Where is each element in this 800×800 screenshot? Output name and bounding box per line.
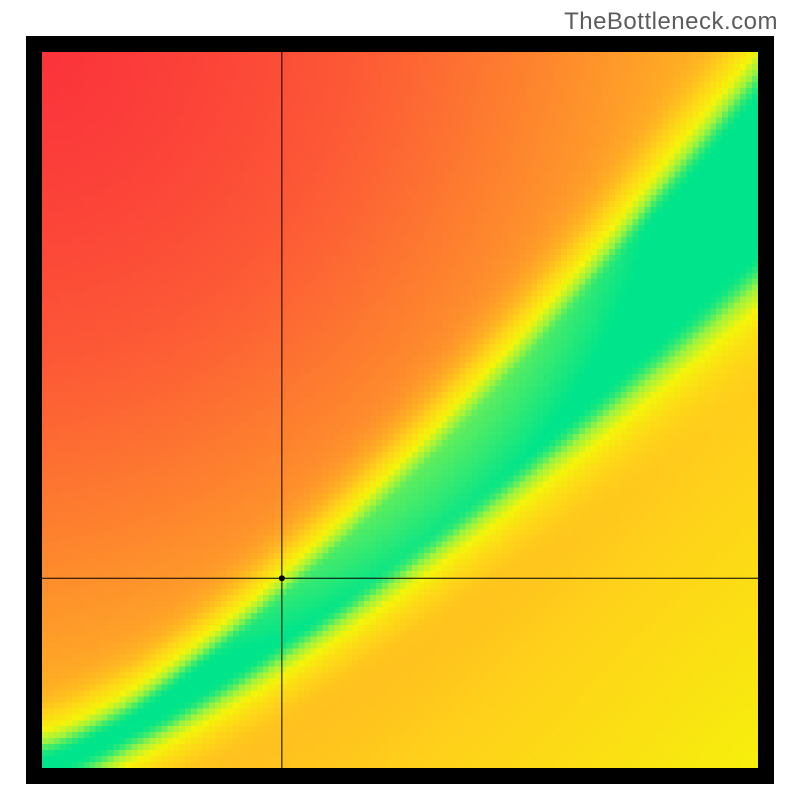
bottleneck-heatmap-chart: TheBottleneck.com xyxy=(0,0,800,800)
heatmap-canvas xyxy=(42,52,758,768)
plot-area xyxy=(42,52,758,768)
watermark-text: TheBottleneck.com xyxy=(564,8,778,36)
plot-frame xyxy=(26,36,774,784)
